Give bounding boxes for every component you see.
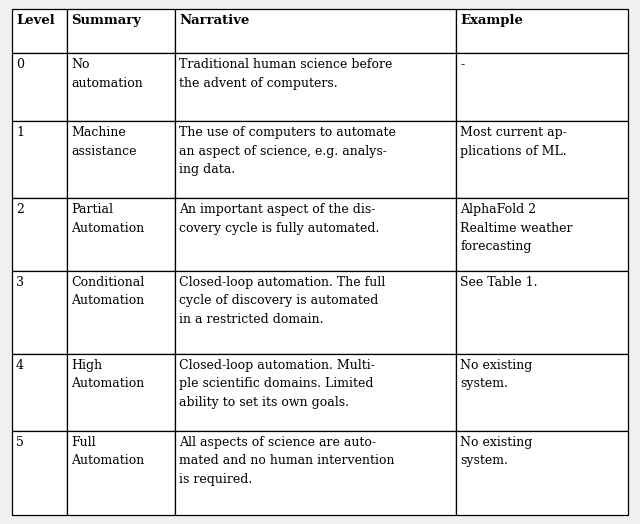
Text: Level: Level [16,14,55,27]
Text: No existing
system.: No existing system. [460,359,532,390]
Text: -: - [460,58,465,71]
Bar [12,122,67,198]
Bar [456,9,628,53]
Text: 2: 2 [16,203,24,216]
Bar [67,9,175,53]
Bar [175,9,456,53]
Bar [67,53,175,122]
Text: Partial
Automation: Partial Automation [72,203,145,235]
Bar [175,431,456,515]
Bar [12,198,67,271]
Bar [175,53,456,122]
Text: Conditional
Automation: Conditional Automation [72,276,145,307]
Text: 4: 4 [16,359,24,372]
Bar [456,354,628,431]
Bar [67,122,175,198]
Text: 5: 5 [16,436,24,449]
Text: See Table 1.: See Table 1. [460,276,538,289]
Text: Narrative: Narrative [179,14,250,27]
Bar [456,271,628,354]
Text: Example: Example [460,14,523,27]
Text: Summary: Summary [72,14,141,27]
Bar [175,122,456,198]
Text: High
Automation: High Automation [72,359,145,390]
Text: 1: 1 [16,126,24,139]
Text: All aspects of science are auto-
mated and no human intervention
is required.: All aspects of science are auto- mated a… [179,436,395,486]
Bar [67,271,175,354]
Bar [456,122,628,198]
Bar [12,354,67,431]
Text: No
automation: No automation [72,58,143,90]
Bar [67,198,175,271]
Text: Closed-loop automation. Multi-
ple scientific domains. Limited
ability to set it: Closed-loop automation. Multi- ple scien… [179,359,376,409]
Text: Traditional human science before
the advent of computers.: Traditional human science before the adv… [179,58,393,90]
Text: No existing
system.: No existing system. [460,436,532,467]
Text: 3: 3 [16,276,24,289]
Bar [12,431,67,515]
Text: An important aspect of the dis-
covery cycle is fully automated.: An important aspect of the dis- covery c… [179,203,380,235]
Text: Closed-loop automation. The full
cycle of discovery is automated
in a restricted: Closed-loop automation. The full cycle o… [179,276,386,325]
Bar [12,53,67,122]
Bar [456,431,628,515]
Bar [67,354,175,431]
Text: Machine
assistance: Machine assistance [72,126,137,158]
Text: 0: 0 [16,58,24,71]
Bar [175,271,456,354]
Bar [175,198,456,271]
Bar [12,271,67,354]
Text: Most current ap-
plications of ML.: Most current ap- plications of ML. [460,126,567,158]
Text: Full
Automation: Full Automation [72,436,145,467]
Bar [12,9,67,53]
Bar [456,198,628,271]
Text: AlphaFold 2
Realtime weather
forecasting: AlphaFold 2 Realtime weather forecasting [460,203,573,253]
Bar [175,354,456,431]
Text: The use of computers to automate
an aspect of science, e.g. analys-
ing data.: The use of computers to automate an aspe… [179,126,396,176]
Bar [456,53,628,122]
Bar [67,431,175,515]
